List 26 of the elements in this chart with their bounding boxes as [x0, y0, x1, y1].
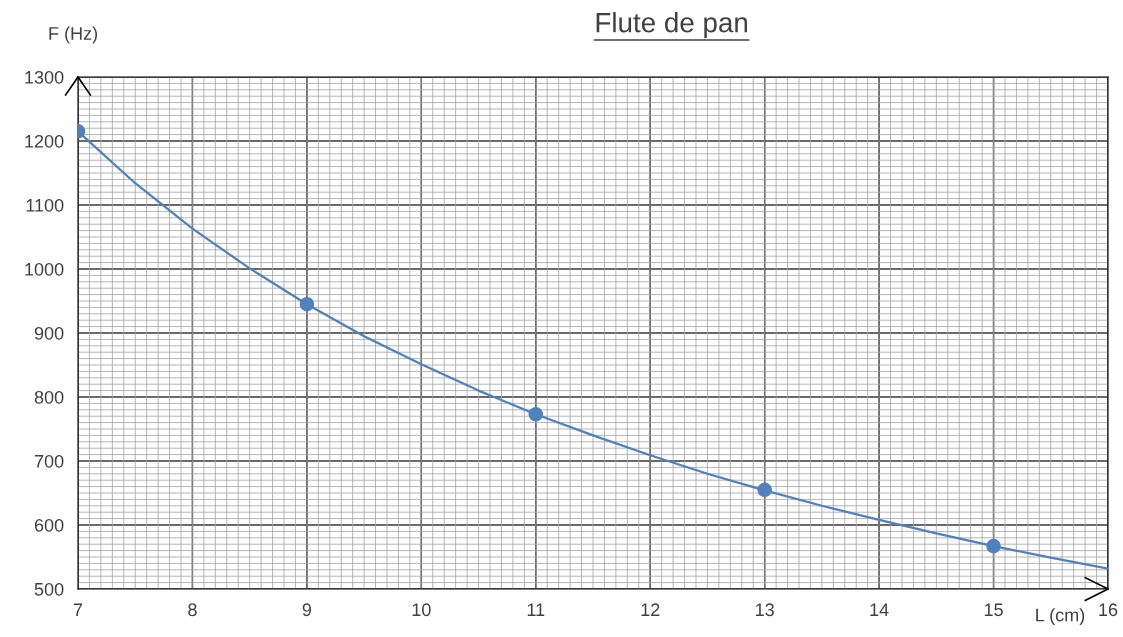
y-tick-label: 600 [34, 518, 64, 532]
x-tick-label: 8 [188, 603, 197, 617]
y-tick-label: 1300 [25, 70, 64, 84]
y-tick-label: 800 [34, 390, 64, 404]
x-tick-label: 7 [73, 603, 83, 616]
x-tick-label: 10 [412, 603, 431, 617]
x-tick-label: 12 [641, 603, 660, 616]
point [299, 296, 315, 312]
y-tick-label: 700 [34, 454, 64, 468]
x-tick-label: 14 [870, 603, 889, 616]
x-tick-label: 13 [756, 603, 774, 617]
x-tick-label: 9 [302, 603, 312, 617]
y-tick-label: 1100 [26, 198, 64, 212]
y-tick-label: 500 [34, 582, 64, 596]
x-axis-title: L (cm) [1036, 608, 1085, 625]
point [986, 538, 1001, 554]
x-tick-label: 16 [1099, 603, 1118, 617]
point [528, 406, 544, 422]
y-axis-title: F (Hz) [49, 26, 98, 44]
x-tick-label: 15 [984, 603, 1003, 617]
point [757, 482, 772, 498]
y-tick-label: 1000 [25, 262, 64, 276]
x-tick-label: 11 [527, 603, 545, 616]
y-tick-label: 1200 [25, 134, 64, 148]
y-tick-label: 900 [34, 326, 64, 340]
chart-title: Flute de pan [596, 12, 748, 38]
